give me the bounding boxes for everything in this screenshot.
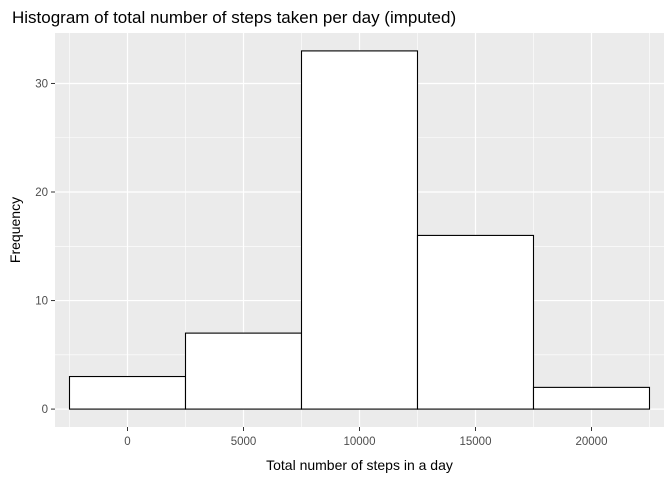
x-tick-label-4: 20000 bbox=[576, 436, 608, 448]
x-tick-label-3: 15000 bbox=[460, 436, 492, 448]
histogram-bar-0 bbox=[68, 375, 187, 410]
x-axis: 0 5000 10000 15000 20000 bbox=[124, 427, 607, 448]
chart-title: Histogram of total number of steps taken… bbox=[12, 8, 456, 27]
histogram-bars bbox=[68, 50, 651, 410]
x-tick-label-2: 10000 bbox=[344, 436, 376, 448]
histogram-bar-2 bbox=[300, 50, 419, 410]
histogram-bar-1 bbox=[184, 332, 303, 410]
y-tick-label-3: 30 bbox=[35, 78, 48, 90]
y-tick-label-1: 10 bbox=[35, 296, 48, 308]
y-tick-label-2: 20 bbox=[35, 187, 48, 199]
y-axis-title: Frequency bbox=[7, 197, 23, 263]
x-tick-label-0: 0 bbox=[124, 436, 130, 448]
y-tick-label-0: 0 bbox=[42, 404, 48, 416]
x-axis-title: Total number of steps in a day bbox=[266, 457, 453, 473]
y-axis: 0 10 20 30 bbox=[35, 78, 55, 416]
histogram-bar-3 bbox=[416, 234, 535, 410]
histogram-bar-4 bbox=[532, 386, 651, 410]
x-tick-label-1: 5000 bbox=[231, 436, 257, 448]
